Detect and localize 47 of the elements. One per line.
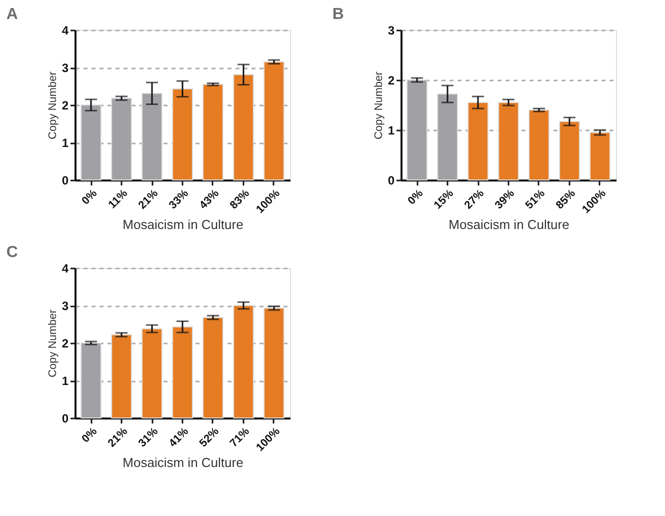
y-tick-label: 1 — [388, 124, 395, 138]
bar — [142, 328, 162, 418]
x-tick-label: 0% — [80, 187, 100, 208]
x-tick-label: 41% — [166, 425, 192, 450]
y-tick-label: 0 — [62, 412, 69, 426]
x-axis-title: Mosaicism in Culture — [122, 217, 244, 232]
bar — [468, 102, 488, 180]
chart-title: C — [6, 244, 18, 261]
y-tick-label: 3 — [62, 299, 69, 313]
x-tick-label: 0% — [80, 425, 100, 446]
x-tick-label: 83% — [228, 187, 252, 212]
x-tick-label: 52% — [197, 425, 222, 450]
x-tick-label: 39% — [492, 187, 518, 212]
bar — [172, 326, 193, 418]
x-tick-label: 33% — [166, 187, 192, 212]
y-tick-label: 2 — [62, 98, 69, 112]
x-tick-label: 51% — [523, 187, 548, 212]
x-tick-label: 11% — [106, 187, 130, 212]
y-tick-label: 1 — [62, 374, 69, 388]
x-axis-title: Mosaicism in Culture — [448, 217, 570, 232]
y-tick-label: 0 — [388, 174, 395, 188]
bar — [233, 305, 254, 418]
y-axis-title: Copy Number — [46, 309, 59, 378]
y-axis-title: Copy Number — [46, 71, 59, 140]
y-tick-label: 3 — [388, 24, 395, 38]
y-tick-label: 4 — [62, 24, 69, 38]
x-tick-label: 85% — [554, 187, 578, 212]
bar — [202, 84, 224, 180]
x-tick-label: 43% — [197, 187, 222, 212]
bar — [498, 102, 519, 180]
bar — [233, 74, 254, 180]
y-tick-label: 4 — [62, 262, 69, 276]
y-tick-label: 3 — [62, 61, 69, 75]
bar — [559, 121, 580, 180]
x-tick-label: 0% — [406, 187, 426, 208]
bar — [172, 88, 193, 180]
y-tick-label: 2 — [388, 74, 395, 88]
y-axis-title: Copy Number — [372, 71, 385, 140]
x-axis-title: Mosaicism in Culture — [122, 455, 244, 470]
x-tick-label: 71% — [228, 425, 252, 450]
chart-title: A — [6, 6, 18, 23]
y-tick-label: 2 — [62, 336, 69, 350]
bar — [264, 308, 284, 418]
chart-title: B — [332, 6, 344, 23]
x-tick-label: 31% — [136, 425, 161, 450]
y-tick-label: 0 — [62, 174, 69, 188]
y-tick-label: 1 — [62, 136, 69, 150]
